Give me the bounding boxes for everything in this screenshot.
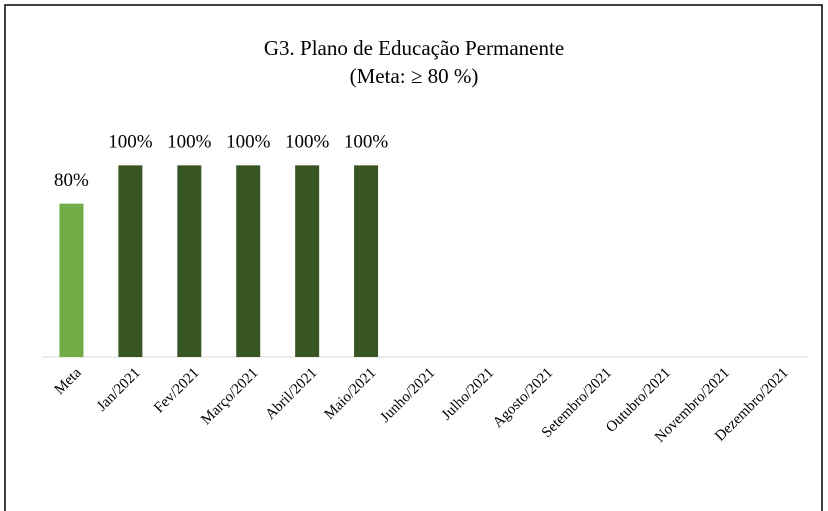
- bar: [354, 165, 379, 357]
- chart-title: G3. Plano de Educação Permanente: [264, 36, 564, 60]
- bar: [59, 203, 84, 357]
- bar: [177, 165, 202, 357]
- data-label: 100%: [226, 132, 271, 153]
- chart-subtitle: (Meta: ≥ 80 %): [350, 64, 479, 88]
- data-label: 100%: [285, 132, 330, 153]
- data-label: 100%: [344, 132, 389, 153]
- data-label: 80%: [54, 170, 89, 191]
- bar: [236, 165, 261, 357]
- bar: [295, 165, 320, 357]
- bar: [118, 165, 143, 357]
- data-label: 100%: [108, 132, 153, 153]
- data-label: 100%: [167, 132, 212, 153]
